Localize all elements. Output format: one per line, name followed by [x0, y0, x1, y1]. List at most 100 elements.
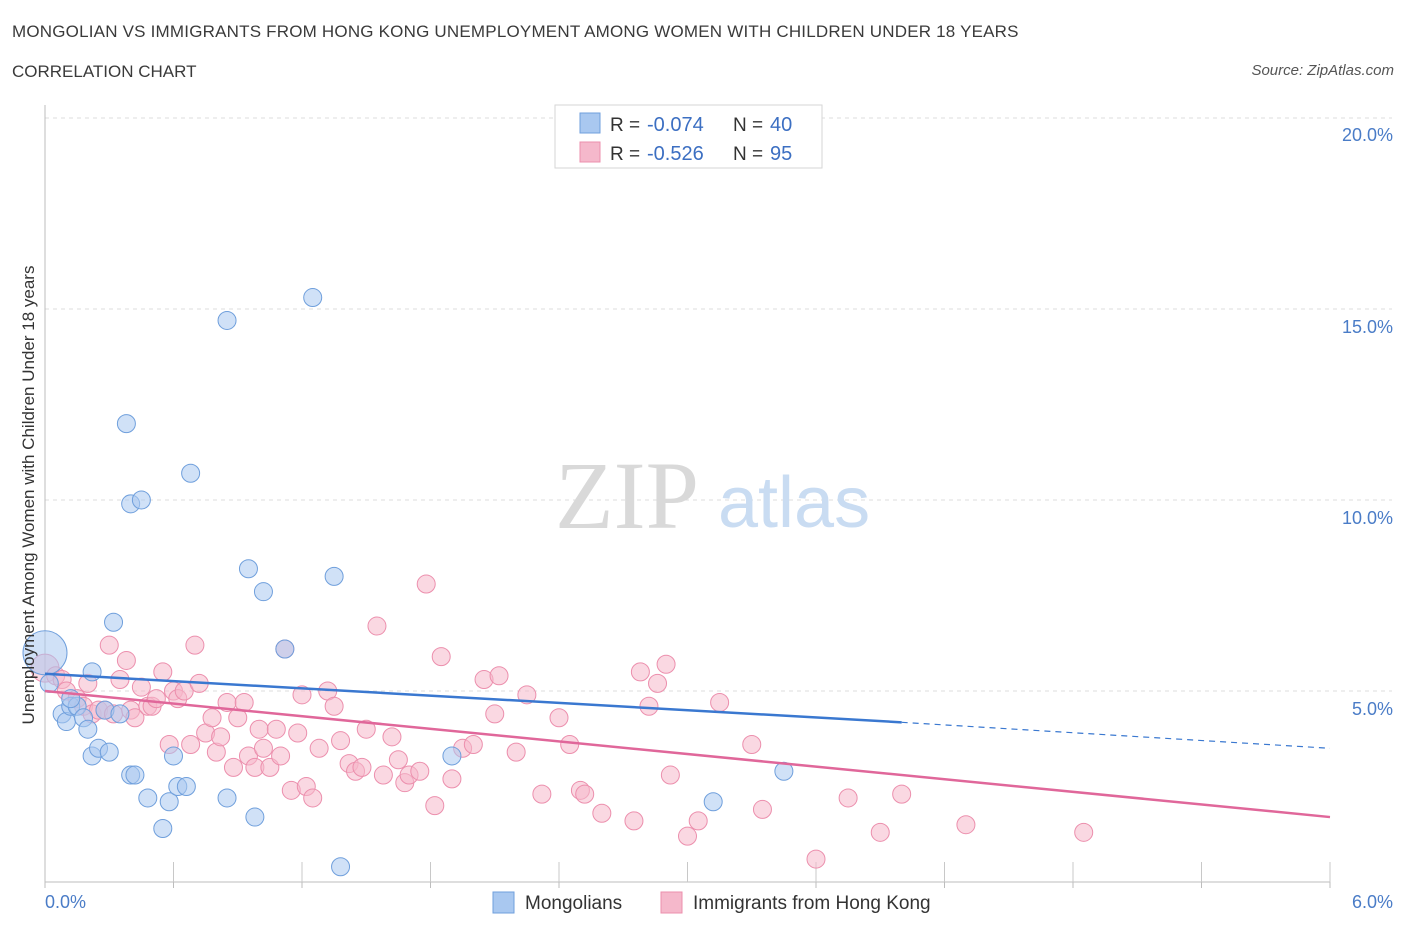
y-axis-title: Unemployment Among Women with Children U…: [19, 266, 38, 725]
mongolians-point: [153, 819, 173, 839]
hongkong-point: [211, 727, 231, 747]
chart-title: MONGOLIAN VS IMMIGRANTS FROM HONG KONG U…: [12, 22, 1019, 41]
hongkong-point: [202, 708, 222, 728]
hongkong-point: [266, 719, 286, 739]
hongkong-point: [352, 757, 372, 777]
bottom-legend-hongkong: Immigrants from Hong Kong: [693, 893, 931, 914]
source-label: Source: ZipAtlas.com: [1251, 62, 1394, 79]
watermark-atlas: atlas: [718, 463, 870, 543]
hongkong-point: [463, 734, 483, 754]
legend-n-label: N =: [733, 115, 763, 136]
mongolians-trend-extension: [901, 721, 1331, 749]
legend-n-value: 40: [770, 114, 792, 136]
mongolians-point: [774, 761, 794, 781]
mongolians-point: [116, 414, 136, 434]
hongkong-point: [742, 734, 762, 754]
hongkong-point: [146, 689, 166, 709]
legend-r-label: R =: [610, 144, 640, 165]
mongolians-point: [245, 807, 265, 827]
legend-r-value: -0.074: [647, 114, 704, 136]
hongkong-point: [506, 742, 526, 762]
hongkong-point: [575, 784, 595, 804]
series-legend: Mongolians Immigrants from Hong Kong: [492, 891, 931, 914]
mongolians-point: [275, 639, 295, 659]
mongolians-point: [159, 792, 179, 812]
bottom-legend-swatch-hongkong: [660, 891, 683, 914]
hongkong-point: [388, 750, 408, 770]
watermark: ZIP atlas: [555, 442, 870, 549]
hongkong-point: [131, 677, 151, 697]
x-tick-label-right: 6.0%: [1352, 892, 1393, 912]
mongolians-trend-line: [44, 672, 902, 724]
grid-lines: [45, 117, 1392, 692]
hongkong-point: [367, 616, 387, 636]
mongolians-point: [99, 742, 119, 762]
hongkong-point: [271, 746, 291, 766]
hongkong-point: [630, 662, 650, 682]
hongkong-point: [373, 765, 393, 785]
hongkong-point: [639, 696, 659, 716]
mongolians-point: [303, 288, 323, 308]
data-points: [22, 288, 1094, 877]
hongkong-point: [560, 734, 580, 754]
hongkong-point: [324, 696, 344, 716]
mongolians-point: [125, 765, 145, 785]
mongolians-point: [176, 777, 196, 796]
hongkong-point: [624, 811, 644, 831]
chart-subtitle: CORRELATION CHART: [12, 62, 197, 81]
legend-swatch-mongolians: [579, 112, 601, 134]
hongkong-point: [592, 803, 612, 823]
hongkong-point: [288, 723, 308, 743]
hongkong-point: [223, 757, 243, 777]
mongolians-point: [78, 719, 98, 739]
hongkong-point: [648, 673, 668, 693]
hongkong-point: [99, 635, 119, 655]
mongolians-point: [39, 673, 59, 693]
trend-lines: [44, 672, 1331, 819]
hongkong-point: [116, 650, 136, 670]
hongkong-point: [710, 692, 730, 712]
mongolians-point: [138, 788, 158, 808]
hongkong-point: [678, 826, 697, 846]
watermark-zip: ZIP: [555, 442, 699, 549]
y-tick-label: 15.0%: [1342, 317, 1393, 337]
legend-n-value: 95: [770, 143, 792, 165]
hongkong-point: [532, 784, 552, 804]
y-tick-label: 10.0%: [1342, 508, 1393, 528]
mongolians-point: [164, 746, 183, 766]
mongolians-point: [82, 662, 102, 682]
hongkong-point: [431, 647, 451, 667]
hongkong-point: [489, 666, 509, 686]
hongkong-point: [249, 719, 269, 739]
axes: [44, 105, 1331, 888]
legend-n-label: N =: [733, 144, 763, 165]
mongolians-point: [104, 612, 124, 632]
legend-r-label: R =: [610, 115, 640, 136]
legend-swatch-hongkong: [579, 141, 601, 163]
correlation-legend: R = -0.074 N = 40 R = -0.526 N = 95: [554, 104, 823, 169]
hongkong-point: [425, 796, 445, 816]
bottom-legend-swatch-mongolians: [492, 891, 515, 914]
hongkong-point: [956, 815, 976, 835]
bottom-legend-mongolians: Mongolians: [525, 893, 622, 914]
hongkong-point: [660, 765, 680, 785]
hongkong-point: [752, 799, 772, 819]
hongkong-point: [892, 784, 912, 804]
hongkong-point: [331, 731, 351, 751]
hongkong-point: [1074, 822, 1094, 842]
y-tick-label: 5.0%: [1352, 699, 1393, 719]
mongolians-point: [703, 792, 723, 812]
mongolians-point: [217, 310, 237, 330]
hongkong-point: [688, 811, 708, 831]
hongkong-point: [185, 635, 205, 655]
hongkong-point: [838, 788, 858, 808]
hongkong-point: [517, 685, 537, 705]
hongkong-point: [303, 788, 323, 808]
hongkong-point: [356, 719, 376, 739]
hongkong-point: [656, 654, 676, 674]
mongolians-point: [238, 559, 258, 579]
hongkong-point: [485, 704, 505, 724]
mongolians-point: [181, 463, 201, 483]
hongkong-point: [181, 734, 201, 754]
